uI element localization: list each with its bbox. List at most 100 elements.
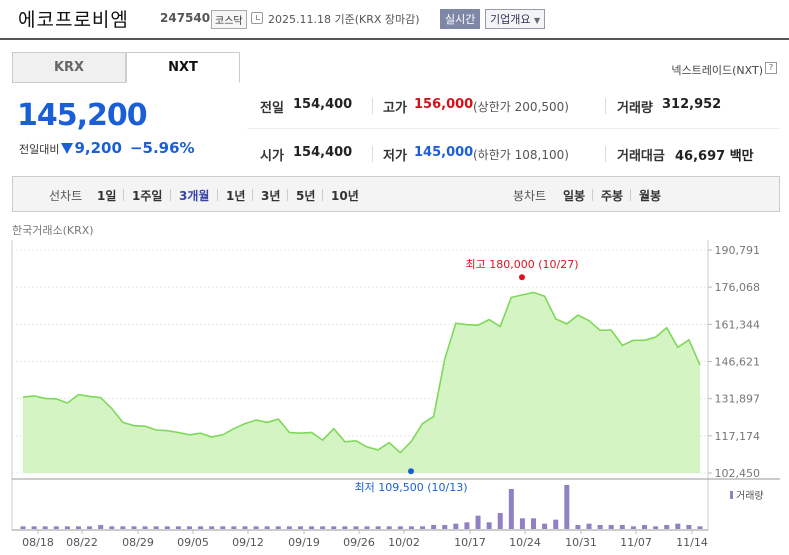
volume-bar (75, 526, 81, 529)
divider (252, 189, 253, 201)
divider (170, 189, 171, 201)
volume-bar (375, 526, 381, 529)
volume-bar (231, 526, 237, 529)
candle-weekly[interactable]: 주봉 (601, 189, 624, 203)
volume-bar (464, 522, 470, 529)
y-tick-label: 117,174 (715, 430, 761, 443)
period-1y[interactable]: 1년 (226, 189, 246, 203)
min-marker (408, 468, 414, 475)
y-tick-label: 176,068 (715, 281, 761, 294)
x-tick-label: 08/18 (22, 536, 54, 549)
y-tick-label: 146,621 (715, 356, 761, 369)
min-annotation: 최저 109,500 (10/13) (354, 481, 467, 494)
volume-bar (675, 523, 681, 529)
tab-nxt[interactable]: NXT (126, 52, 240, 83)
change-rate: −5.96% (129, 139, 195, 157)
volume-bar (453, 523, 459, 529)
company-info-button[interactable]: 기업개요 ▼ (485, 9, 546, 29)
company-name: 에코프로비엠 (18, 9, 129, 31)
volume-bar (320, 526, 326, 529)
period-10y[interactable]: 10년 (331, 189, 359, 203)
divider (605, 146, 606, 162)
y-tick-label: 190,791 (715, 244, 761, 257)
change-amount: 9,200 (74, 139, 122, 157)
volume-bar (31, 526, 37, 529)
volume-bar (331, 526, 337, 529)
volume-bar (531, 518, 537, 529)
volume-bar (42, 526, 48, 529)
price-line (22, 291, 701, 454)
volume-value: 312,952 (662, 97, 722, 112)
period-3y[interactable]: 3년 (261, 189, 281, 203)
volume-bar (87, 526, 93, 529)
candle-daily[interactable]: 일봉 (563, 189, 586, 203)
row-divider (247, 128, 780, 129)
volume-bar (686, 525, 692, 529)
period-3m[interactable]: 3개월 (179, 189, 210, 203)
x-tick-label: 11/14 (676, 536, 708, 549)
y-tick-label: 131,897 (715, 393, 761, 406)
divider (217, 189, 218, 201)
period-1d[interactable]: 1일 (97, 189, 117, 203)
volume-bar (198, 526, 204, 529)
divider (605, 98, 606, 114)
volume-bar (297, 526, 303, 529)
market-badge: 코스닥 (211, 10, 247, 29)
stock-code: 247540 (160, 11, 211, 25)
volume-legend-swatch (730, 491, 733, 499)
volume-bar (420, 526, 426, 529)
volume-bar (286, 526, 292, 529)
volume-bar (408, 526, 414, 529)
max-annotation: 최고 180,000 (10/27) (465, 258, 578, 271)
volume-legend-label: 거래량 (736, 490, 764, 502)
triangle-down-icon (61, 143, 74, 154)
divider (287, 189, 288, 201)
volume-bar (564, 485, 570, 529)
volume-bar (630, 526, 636, 529)
volume-bar (575, 525, 581, 529)
open-label: 시가 (260, 149, 284, 164)
volume-bar (619, 525, 625, 529)
volume-bar (519, 518, 525, 529)
period-1w[interactable]: 1주일 (132, 189, 163, 203)
open-value: 154,400 (293, 145, 353, 160)
volume-bar (353, 526, 359, 529)
period-5y[interactable]: 5년 (296, 189, 316, 203)
volume-bar (364, 526, 370, 529)
price-area (23, 292, 700, 473)
volume-bar (664, 525, 670, 529)
volume-bar (386, 526, 392, 529)
volume-bar (20, 526, 26, 529)
volume-bar (209, 526, 215, 529)
realtime-button[interactable]: 실시간 (440, 9, 481, 29)
volume-bar (253, 526, 259, 529)
divider (630, 189, 631, 201)
volume-bar (542, 523, 548, 529)
x-tick-label: 09/12 (232, 536, 264, 549)
volume-bar (397, 526, 403, 529)
volume-bar (53, 526, 59, 529)
volume-bar (131, 526, 137, 529)
amount-value: 46,697 백만 (675, 149, 754, 164)
x-tick-label: 09/26 (343, 536, 375, 549)
current-price: 145,200 (17, 98, 148, 133)
high-label: 고가 (383, 101, 407, 116)
y-tick-label: 161,344 (715, 318, 761, 331)
volume-bar (342, 526, 348, 529)
volume-bar (186, 526, 192, 529)
volume-bar (597, 525, 603, 529)
upper-limit: (상한가 200,500) (473, 100, 569, 114)
high-value: 156,000 (414, 97, 474, 112)
x-tick-label: 11/07 (620, 536, 652, 549)
candle-monthly[interactable]: 월봉 (639, 189, 662, 203)
help-icon[interactable]: ? (765, 62, 777, 74)
volume-bar (164, 526, 170, 529)
low-label: 저가 (383, 149, 407, 164)
data-source-label: 한국거래소(KRX) (12, 224, 94, 237)
volume-bar (175, 526, 181, 529)
exchange-label: 넥스트레이드(NXT) (671, 64, 763, 77)
x-tick-label: 10/24 (509, 536, 541, 549)
clock-icon (251, 12, 263, 24)
lower-limit: (하한가 108,100) (473, 148, 569, 162)
tab-krx[interactable]: KRX (12, 52, 126, 83)
